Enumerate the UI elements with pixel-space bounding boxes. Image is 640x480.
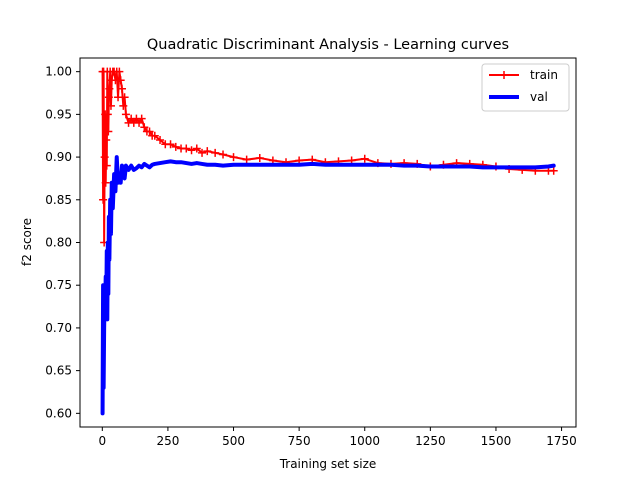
x-tick-label: 250	[156, 434, 179, 448]
y-tick-label: 1.00	[45, 65, 72, 79]
data-point-train	[211, 148, 220, 157]
data-point-train	[100, 153, 109, 162]
data-point-train	[121, 110, 130, 119]
y-tick-label: 0.70	[45, 321, 72, 335]
data-point-train	[229, 153, 238, 162]
data-point-train	[101, 178, 110, 187]
x-tick-label: 750	[288, 434, 311, 448]
data-point-train	[116, 76, 125, 85]
data-point-train	[255, 153, 264, 162]
data-point-train	[242, 155, 251, 164]
y-axis: 0.60 0.65 0.70 0.75 0.80 0.85 0.90 0.95 1.00	[45, 65, 80, 420]
data-point-train	[117, 84, 126, 93]
data-point-train	[106, 101, 115, 110]
data-point-train	[99, 195, 108, 204]
data-point-train	[166, 140, 175, 149]
series-line-val	[100, 155, 556, 416]
legend: train val	[481, 63, 570, 112]
data-point-train	[102, 136, 111, 144]
data-point-train	[360, 154, 369, 163]
data-point-train	[119, 101, 128, 110]
data-point-train	[192, 144, 201, 153]
y-tick-label: 0.65	[45, 364, 72, 378]
x-tick-label: 0	[98, 434, 106, 448]
y-tick-label: 0.95	[45, 107, 72, 121]
data-point-train	[219, 150, 228, 159]
data-point-train	[103, 110, 112, 119]
legend-label-val: val	[530, 90, 548, 104]
data-point-train	[203, 147, 212, 156]
plot-area	[79, 57, 577, 428]
legend-marker-train	[500, 71, 508, 79]
x-tick-label: 1500	[481, 434, 512, 448]
data-point-train	[549, 166, 558, 175]
y-tick-label: 0.60	[45, 406, 72, 420]
x-tick-label: 1250	[415, 434, 446, 448]
data-point-train	[187, 146, 196, 155]
data-point-train	[156, 136, 165, 144]
y-tick-label: 0.75	[45, 278, 72, 292]
data-point-train	[115, 67, 124, 76]
data-point-train	[104, 93, 113, 102]
data-point-train	[198, 148, 207, 157]
data-point-train	[102, 161, 111, 170]
chart-title: Quadratic Discriminant Analysis - Learni…	[147, 37, 509, 53]
series-layer	[98, 67, 558, 416]
y-tick-label: 0.85	[45, 193, 72, 207]
data-point-train	[120, 93, 129, 102]
axes-background	[80, 58, 576, 427]
x-tick-label: 1000	[349, 434, 380, 448]
x-axis: 0 250 500 750 1000 1250 1500 1750	[98, 427, 577, 448]
y-axis-label: f2 score	[20, 218, 34, 266]
x-tick-label: 500	[222, 434, 245, 448]
x-axis-label: Training set size	[279, 457, 377, 471]
data-point-train	[150, 131, 159, 140]
data-point-train	[105, 84, 114, 93]
data-point-train	[182, 144, 191, 153]
y-tick-label: 0.90	[45, 150, 72, 164]
data-point-train	[145, 127, 154, 136]
data-point-train	[137, 114, 146, 123]
data-point-train	[171, 142, 180, 151]
y-tick-label: 0.80	[45, 236, 72, 250]
data-point-train	[140, 123, 149, 132]
x-tick-label: 1750	[546, 434, 577, 448]
data-point-train	[104, 127, 113, 136]
data-point-train	[135, 118, 144, 127]
legend-label-train: train	[530, 68, 558, 82]
